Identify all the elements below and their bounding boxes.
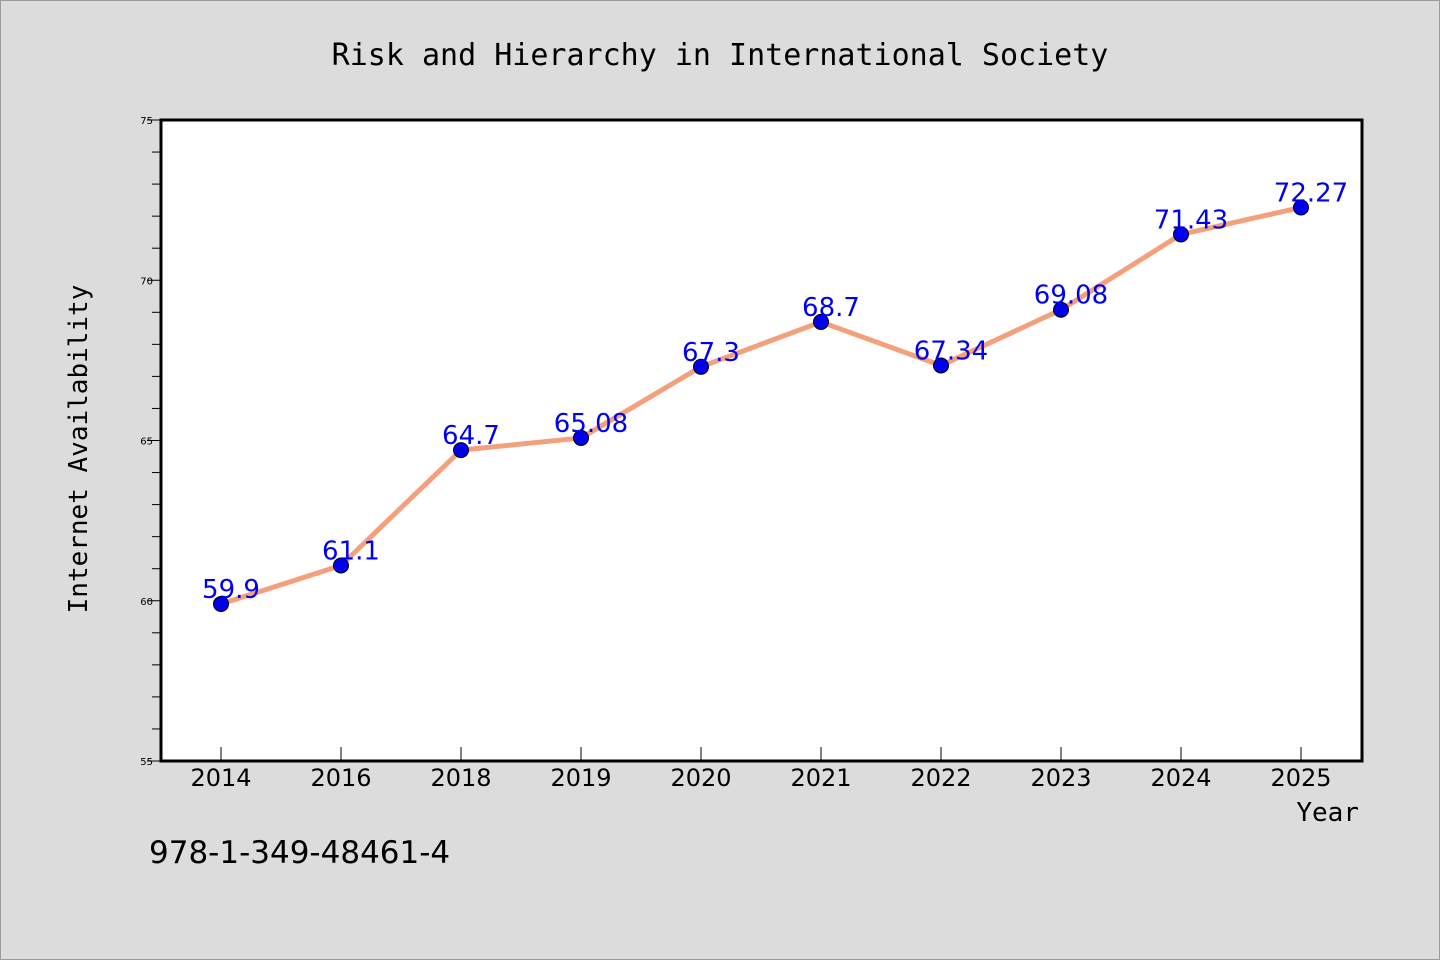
x-tick-label: 2020: [670, 764, 731, 792]
x-axis-label: Year: [1296, 798, 1359, 828]
data-point: [573, 429, 589, 446]
data-label: 69.08: [1034, 281, 1108, 311]
data-point: [453, 442, 469, 459]
data-point: [693, 358, 709, 375]
data-label: 67.34: [914, 337, 988, 367]
data-point: [333, 557, 349, 574]
x-tick-label: 2025: [1270, 764, 1331, 792]
series-line: [218, 204, 1304, 607]
data-label: 71.43: [1154, 205, 1228, 235]
x-tick-label: 2022: [910, 764, 971, 792]
y-tick-label: 75: [140, 116, 153, 127]
chart-title: Risk and Hierarchy in International Soci…: [332, 38, 1109, 73]
y-axis-label: Internet Availability: [64, 285, 94, 614]
data-label: 65.08: [554, 409, 628, 439]
data-point: [213, 595, 229, 612]
data-label: 68.7: [802, 293, 860, 323]
y-tick-label: 65: [140, 437, 153, 448]
plot-area: 55 60 65 70 75 2014 2016 2018 2019 2020 2021 2022 20…: [140, 116, 1364, 792]
data-point: [1053, 301, 1069, 318]
data-point: [933, 357, 949, 374]
x-tick-label: 2014: [190, 764, 251, 792]
data-label: 59.9: [202, 575, 260, 605]
y-tick-label: 70: [140, 276, 153, 287]
data-point: [1173, 226, 1189, 243]
y-tick-label: 55: [140, 757, 153, 768]
y-tick-label: 60: [140, 597, 153, 608]
x-tick-label: 2019: [550, 764, 611, 792]
x-tick-label: 2023: [1030, 764, 1091, 792]
x-tick-label: 2016: [310, 764, 371, 792]
data-label: 72.27: [1274, 178, 1348, 208]
x-tick-label: 2024: [1150, 764, 1211, 792]
data-label: 61.1: [322, 536, 380, 566]
x-tick-label: 2018: [430, 764, 491, 792]
data-label: 64.7: [442, 421, 500, 451]
data-point: [1293, 199, 1309, 216]
x-tick-label: 2021: [790, 764, 851, 792]
isbn-text: 978-1-349-48461-4: [149, 835, 451, 871]
plot-frame: [159, 118, 1364, 763]
data-label: 67.3: [682, 338, 740, 368]
data-point: [813, 313, 829, 330]
